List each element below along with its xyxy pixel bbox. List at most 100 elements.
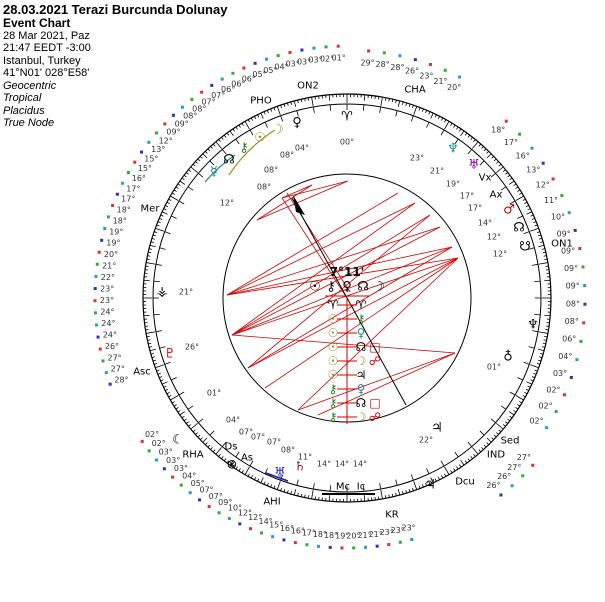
degree-tick <box>478 143 482 147</box>
outer-degree-label: 20° <box>346 531 360 540</box>
planet-glyph: ♆ <box>447 142 459 157</box>
degree-tick <box>505 172 509 175</box>
inner-tick <box>235 138 240 145</box>
inner-tick <box>379 106 382 113</box>
degree-tick <box>524 201 528 204</box>
degree-tick <box>247 119 250 123</box>
degree-tick <box>525 388 529 391</box>
degree-tick <box>513 410 517 413</box>
degree-tick <box>197 434 201 438</box>
house-degree-label: 17° <box>468 204 482 213</box>
point-label-as: As <box>241 453 253 464</box>
degree-tick <box>531 376 535 379</box>
degree-tick <box>226 132 230 136</box>
sign-marker <box>249 527 253 531</box>
degree-tick <box>418 485 421 489</box>
degree-tick <box>434 114 437 118</box>
outer-degree-label: 27° <box>111 365 125 374</box>
sign-marker <box>265 57 269 61</box>
degree-tick <box>444 121 450 130</box>
sign-marker <box>541 161 545 165</box>
degree-tick <box>460 130 465 137</box>
degree-tick <box>509 177 513 181</box>
degree-tick <box>263 481 266 485</box>
degree-tick <box>380 97 383 107</box>
outer-degree-label: 07° <box>201 97 215 106</box>
degree-tick <box>542 251 546 254</box>
outer-degree-label: 24° <box>101 319 115 328</box>
degree-tick <box>402 101 404 105</box>
inner-tick <box>500 405 507 410</box>
degree-tick <box>459 464 462 468</box>
degree-tick <box>244 121 250 130</box>
outer-degree-label: 02° <box>145 430 159 439</box>
sign-marker <box>288 51 292 55</box>
sign-marker <box>180 105 184 109</box>
sign-marker <box>253 61 257 65</box>
sign-marker <box>367 49 371 53</box>
sign-marker <box>217 511 221 515</box>
point-label-kr: KR <box>385 510 399 521</box>
degree-tick <box>226 460 230 464</box>
point-label-pho: PHO <box>250 96 272 107</box>
sign-marker <box>126 171 130 175</box>
degree-tick <box>328 495 331 502</box>
outer-degree-label: 12° <box>238 509 252 518</box>
inner-tick <box>312 483 315 490</box>
sign-marker <box>190 97 194 101</box>
degree-tick <box>486 437 492 443</box>
degree-tick <box>218 453 221 457</box>
degree-tick <box>166 392 170 395</box>
degree-tick <box>266 110 269 114</box>
outer-degree-label: 04° <box>182 472 196 481</box>
outer-degree-label: 23° <box>391 526 405 535</box>
house-degree-label: 04° <box>295 144 309 153</box>
degree-tick <box>229 459 234 466</box>
degree-tick <box>496 161 499 164</box>
degree-tick <box>441 117 444 121</box>
planet-glyph: ♅ <box>468 158 480 173</box>
degree-tick <box>157 372 161 375</box>
degree-tick <box>395 492 397 497</box>
sign-marker <box>583 302 587 306</box>
degree-tick <box>223 458 227 462</box>
aspect-line <box>226 246 453 296</box>
sign-marker <box>207 505 211 509</box>
degree-tick <box>527 385 531 388</box>
inner-tick <box>532 330 539 333</box>
inner-tick <box>426 122 430 128</box>
degree-tick <box>188 424 192 427</box>
inner-tick <box>523 361 530 365</box>
degree-tick <box>481 447 484 450</box>
midpoint-top-glyph: ☊ <box>357 280 369 295</box>
degree-tick <box>425 482 428 486</box>
outer-degree-label: 16° <box>516 151 530 160</box>
sign-marker <box>573 228 577 232</box>
sign-marker <box>103 227 107 231</box>
point-label-on1: ON1 <box>551 239 573 250</box>
outer-degree-label: 23° <box>402 523 416 532</box>
degree-tick <box>388 494 390 498</box>
degree-tick <box>215 447 222 455</box>
outer-degree-label: 15° <box>269 521 283 530</box>
inner-tick <box>410 115 414 122</box>
sign-marker <box>282 538 286 542</box>
sign-marker <box>387 542 391 546</box>
degree-tick <box>293 100 297 107</box>
degree-tick <box>304 494 306 498</box>
degree-tick <box>150 241 154 243</box>
degree-tick <box>453 124 456 128</box>
degree-tick <box>538 359 542 362</box>
inner-tick <box>454 138 459 145</box>
outer-degree-label: 27° <box>517 453 531 462</box>
degree-tick <box>311 489 314 499</box>
degree-tick <box>276 106 281 115</box>
inner-tick <box>534 313 541 316</box>
degree-tick <box>467 458 471 462</box>
inner-tick <box>178 391 185 396</box>
degree-tick <box>161 381 168 385</box>
degree-tick <box>244 466 250 475</box>
inner-tick <box>164 231 171 235</box>
degree-tick <box>153 363 158 365</box>
sign-marker <box>220 77 224 81</box>
